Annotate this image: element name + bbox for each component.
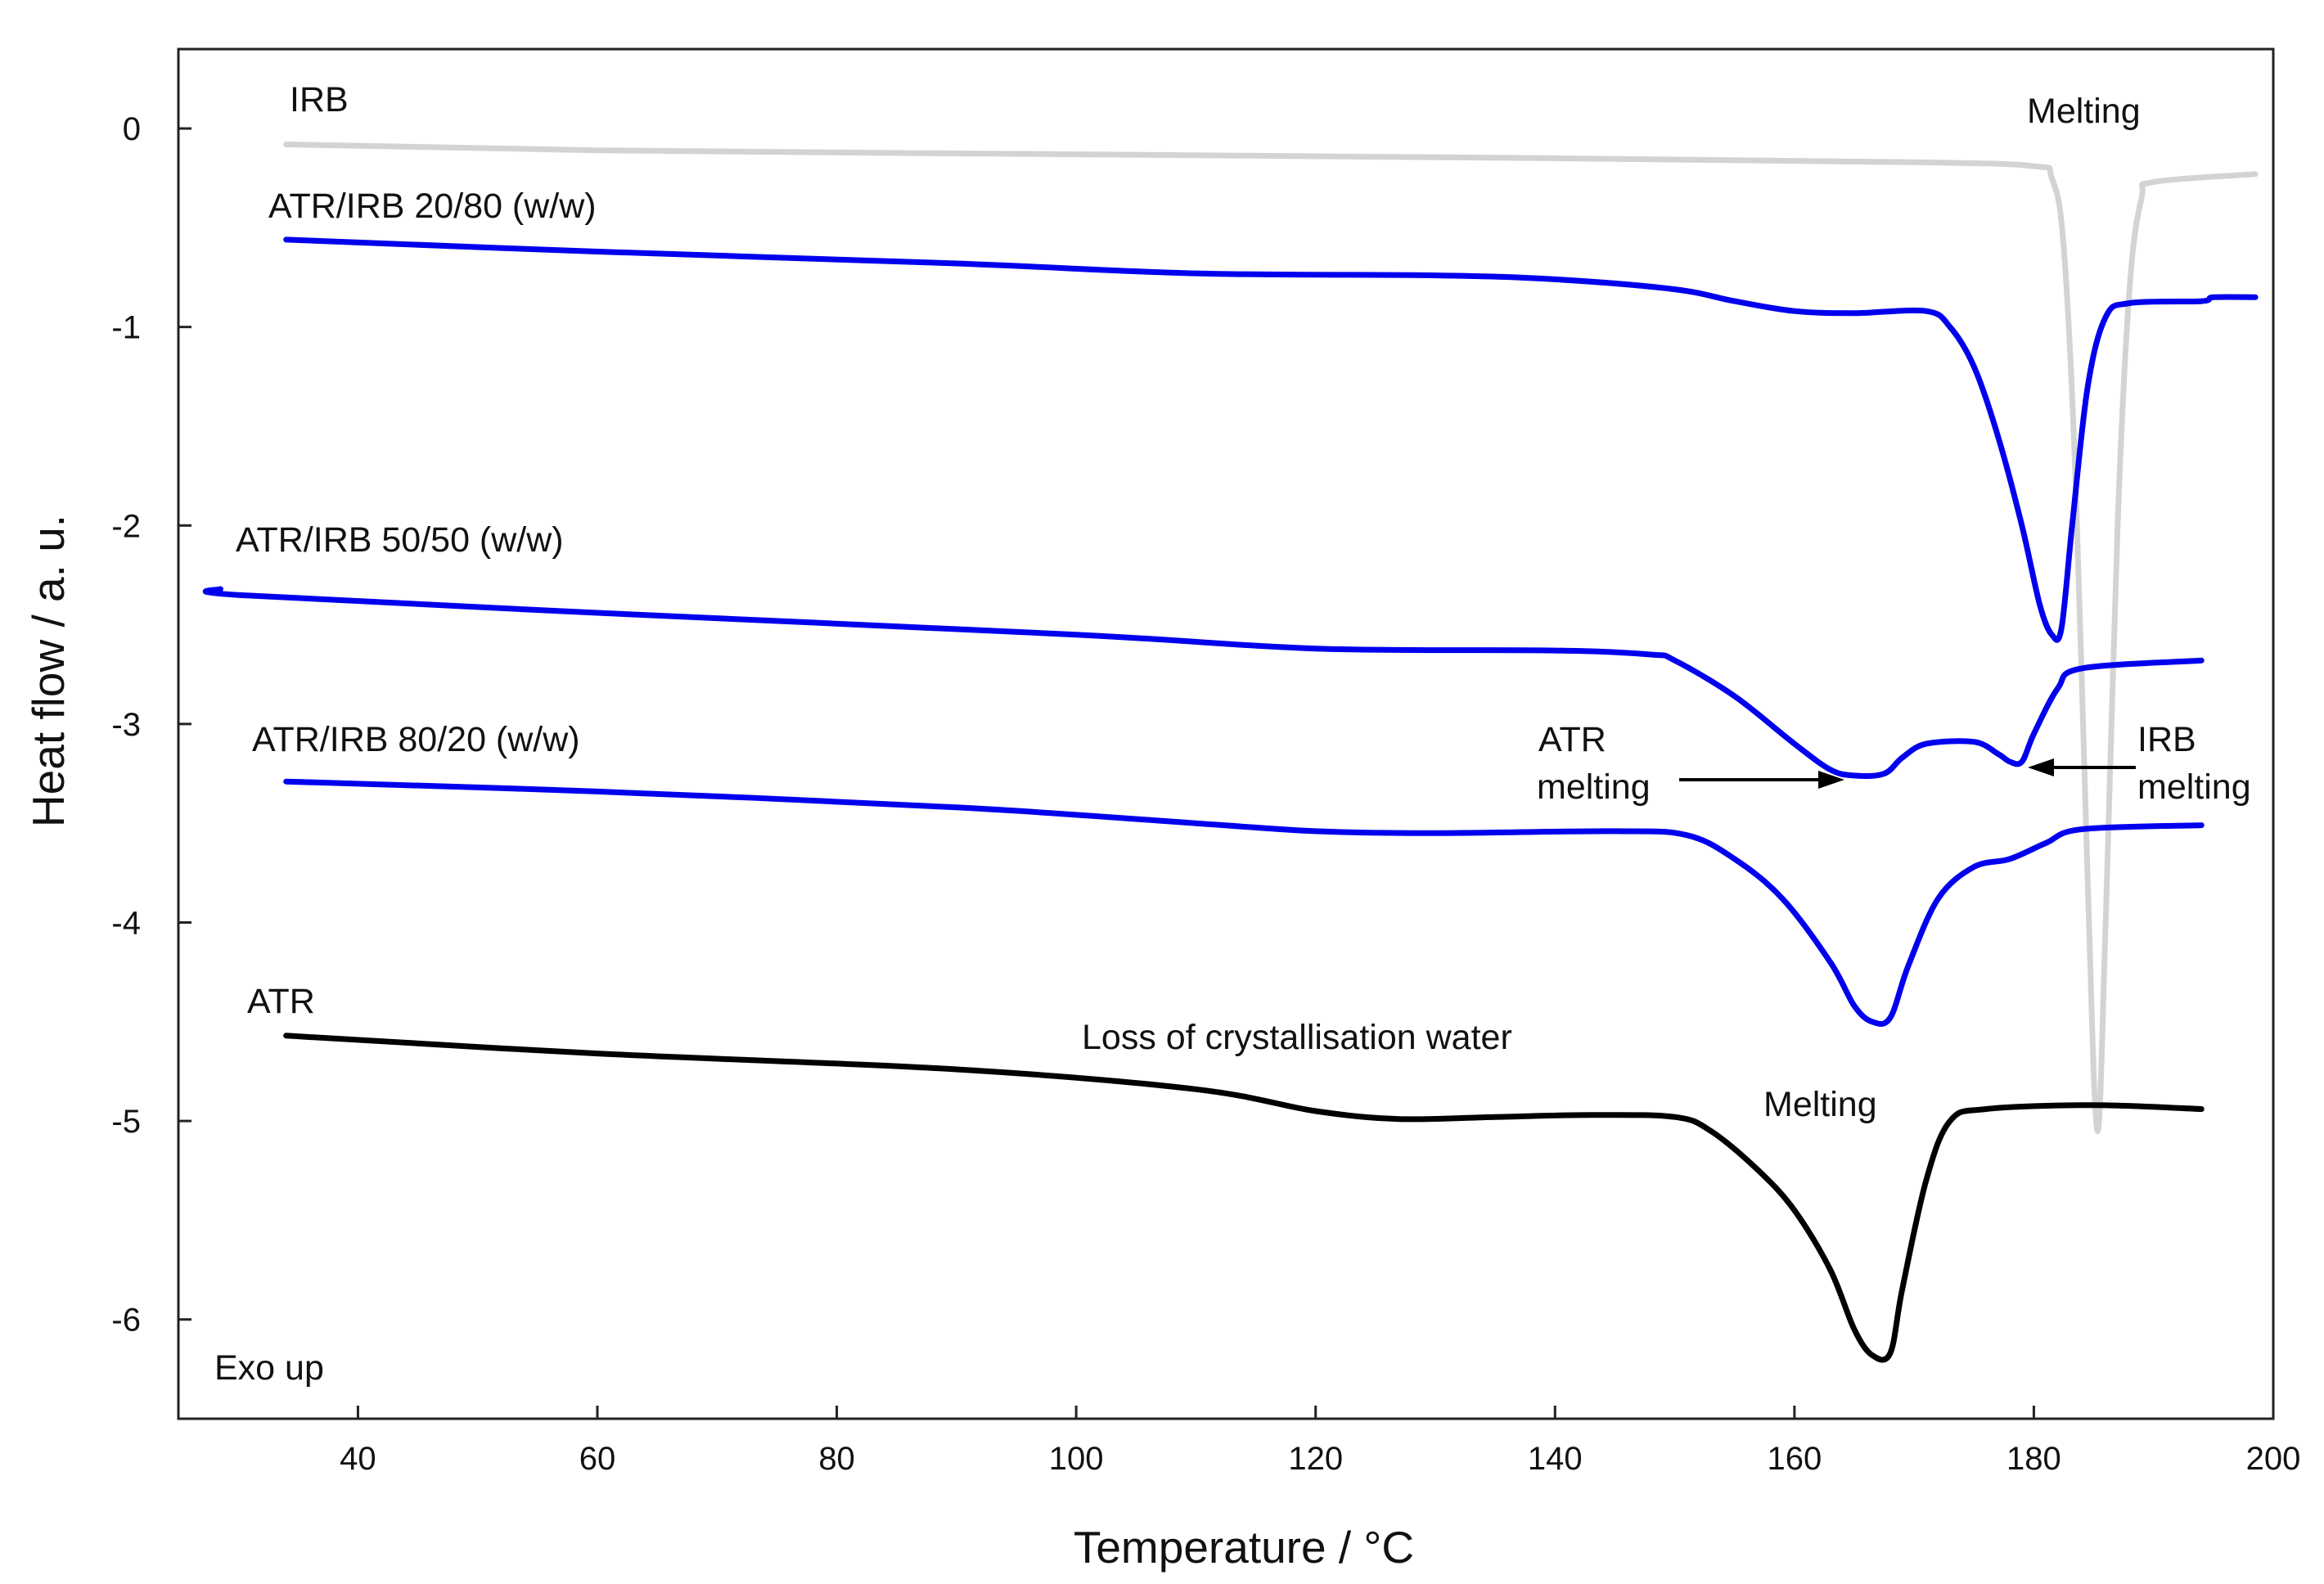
y-axis: 0 -1 -2 -3 -4 -5 -6 bbox=[111, 111, 191, 1339]
annotations: IRB Melting ATR/IRB 20/80 (w/w) ATR/IRB … bbox=[214, 80, 2251, 1388]
series-line-atr bbox=[283, 1033, 2205, 1363]
series-line-atr-irb-20-80-w-w bbox=[283, 236, 2259, 643]
plot-frame bbox=[177, 47, 2275, 1420]
y-tick-label: -2 bbox=[111, 508, 141, 544]
x-tick-label: 180 bbox=[2006, 1441, 2061, 1477]
x-tick-label: 100 bbox=[1049, 1441, 1104, 1477]
label-melting-bottom: Melting bbox=[1763, 1085, 1877, 1124]
x-axis: 40 60 80 100 120 140 160 180 200 bbox=[340, 1406, 2300, 1477]
label-irb-melting-line2: melting bbox=[2137, 767, 2251, 807]
label-atr-irb-2080: ATR/IRB 20/80 (w/w) bbox=[268, 187, 597, 226]
y-axis-title: Heat flow / a. u. bbox=[23, 515, 74, 827]
y-tick-label: 0 bbox=[123, 111, 141, 147]
y-tick-label: -3 bbox=[111, 707, 141, 743]
series-line-atr-irb-80-20-w-w bbox=[283, 778, 2205, 1028]
label-atr-melting-line2: melting bbox=[1537, 767, 1651, 807]
label-melting-top: Melting bbox=[2027, 92, 2141, 131]
y-tick-label: -1 bbox=[111, 310, 141, 346]
label-irb: IRB bbox=[290, 80, 349, 119]
x-tick-label: 200 bbox=[2246, 1441, 2301, 1477]
arrows bbox=[1679, 758, 2136, 789]
x-tick-label: 120 bbox=[1288, 1441, 1343, 1477]
series-line-atr-irb-50-50-w-w bbox=[202, 586, 2205, 780]
arrow-head-atr-melting bbox=[1818, 771, 1844, 789]
x-tick-label: 160 bbox=[1767, 1441, 1822, 1477]
y-tick-label: -5 bbox=[111, 1104, 141, 1140]
x-tick-label: 80 bbox=[818, 1441, 855, 1477]
label-exo-up: Exo up bbox=[214, 1348, 324, 1388]
label-atr-irb-8020: ATR/IRB 80/20 (w/w) bbox=[252, 720, 580, 759]
label-atr-irb-5050: ATR/IRB 50/50 (w/w) bbox=[236, 520, 564, 560]
label-atr-melting-line1: ATR bbox=[1538, 720, 1606, 759]
label-atr: ATR bbox=[247, 982, 315, 1021]
y-tick-label: -4 bbox=[111, 905, 141, 941]
x-tick-label: 140 bbox=[1528, 1441, 1583, 1477]
x-axis-title: Temperature / °C bbox=[1074, 1522, 1414, 1573]
label-irb-melting-line1: IRB bbox=[2137, 720, 2196, 759]
x-tick-label: 60 bbox=[579, 1441, 616, 1477]
arrow-head-irb-melting bbox=[2028, 758, 2054, 776]
label-loss-of-crystallisation-water: Loss of crystallisation water bbox=[1082, 1018, 1512, 1057]
series-layer bbox=[202, 142, 2259, 1363]
y-tick-label: -6 bbox=[111, 1303, 141, 1339]
series-line-irb bbox=[283, 142, 2259, 1134]
x-tick-label: 40 bbox=[340, 1441, 376, 1477]
